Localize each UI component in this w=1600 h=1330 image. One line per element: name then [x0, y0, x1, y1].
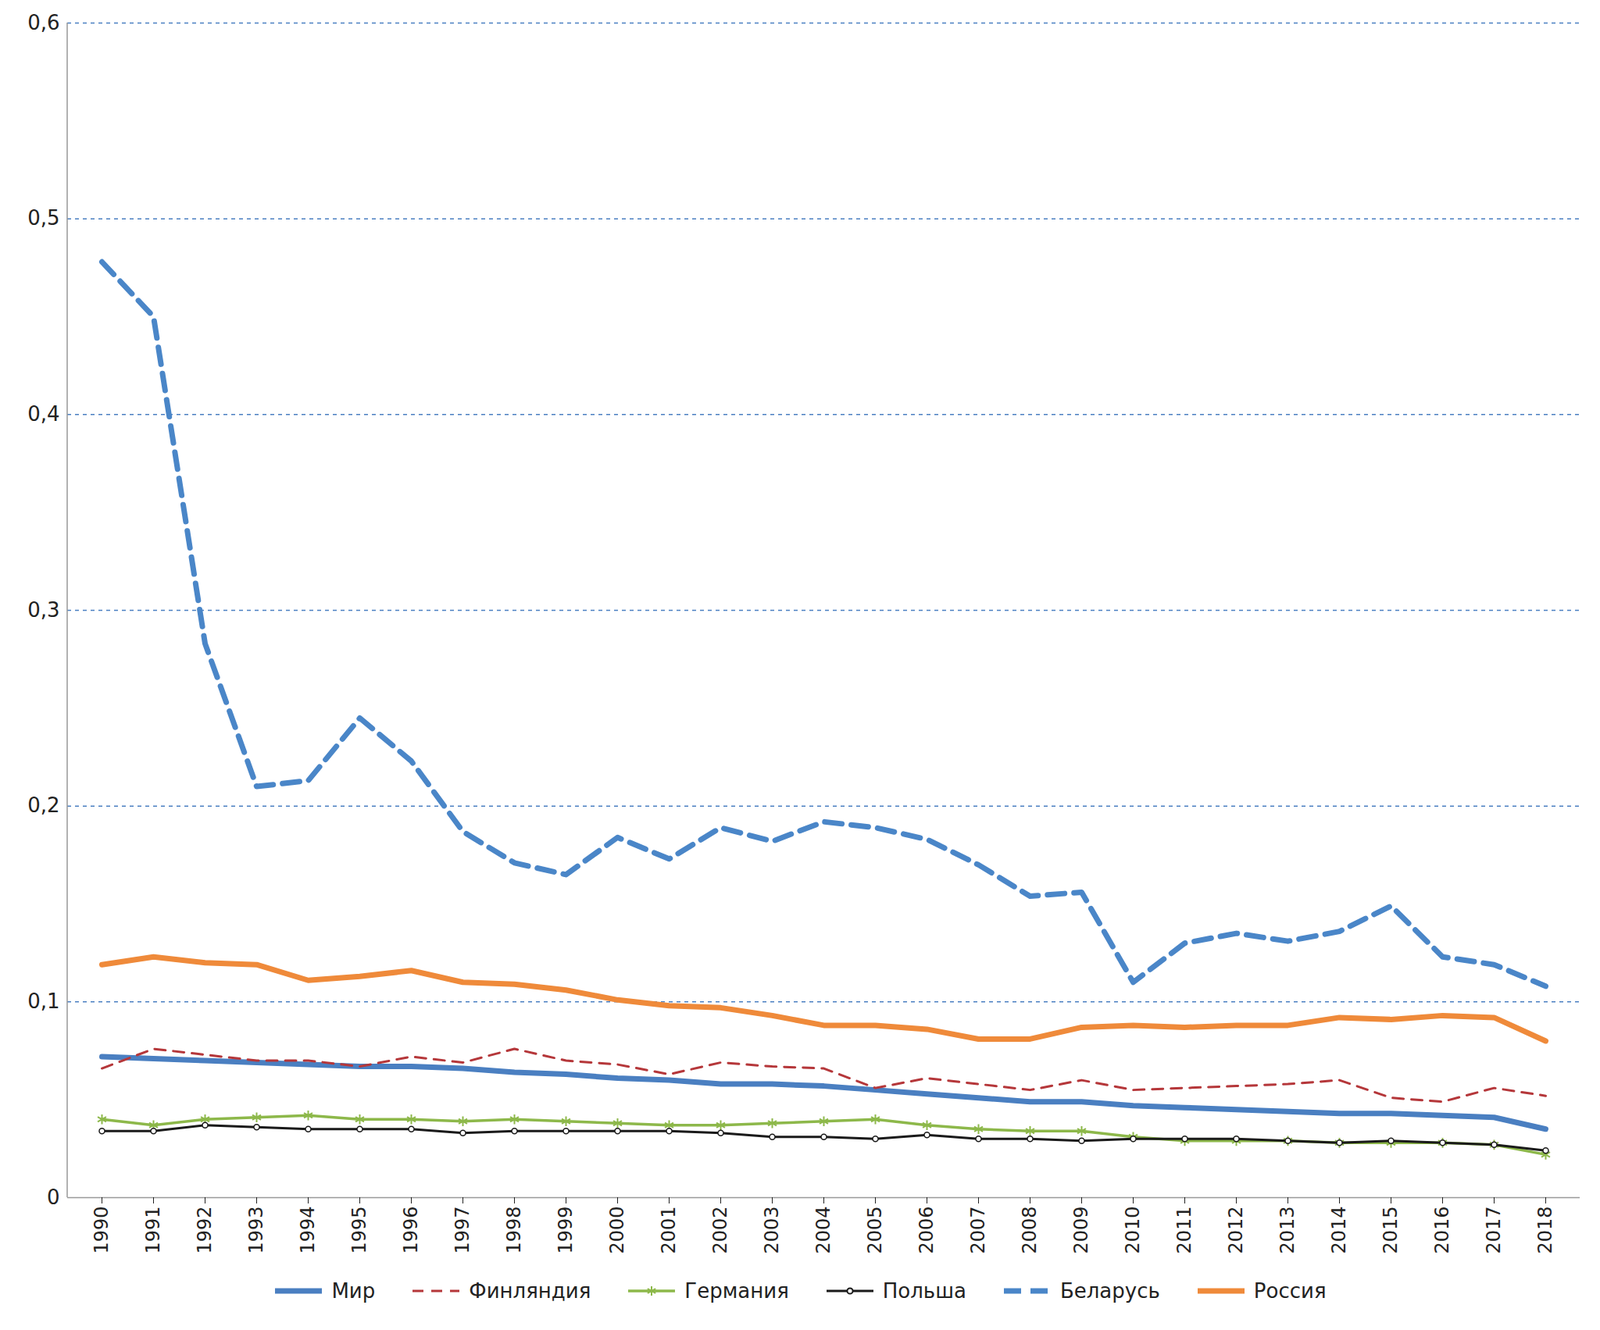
html-text:Россия: Россия: [1253, 1279, 1327, 1304]
svg-text:2002: 2002: [709, 1207, 732, 1255]
svg-text:1995: 1995: [348, 1207, 371, 1255]
svg-text:0,4: 0,4: [27, 402, 60, 426]
svg-text:2016: 2016: [1431, 1207, 1454, 1255]
html-text:Мир: Мир: [331, 1279, 376, 1304]
svg-text:2009: 2009: [1070, 1207, 1093, 1255]
svg-text:1992: 1992: [193, 1207, 216, 1255]
svg-text:1999: 1999: [554, 1207, 577, 1255]
svg-text:1998: 1998: [503, 1207, 525, 1255]
svg-text:2010: 2010: [1121, 1207, 1144, 1255]
svg-text:2017: 2017: [1482, 1207, 1505, 1255]
svg-text:2003: 2003: [760, 1207, 783, 1255]
svg-text:1991: 1991: [142, 1207, 165, 1255]
svg-text:1990: 1990: [90, 1207, 113, 1255]
svg-text:0,6: 0,6: [27, 10, 60, 35]
html-text:Германия: Германия: [684, 1279, 789, 1304]
html-text:Польша: Польша: [882, 1279, 967, 1304]
svg-text:1993: 1993: [245, 1207, 268, 1255]
svg-text:2007: 2007: [967, 1207, 990, 1255]
html-text:Беларусь: Беларусь: [1060, 1279, 1160, 1304]
svg-text:0,2: 0,2: [27, 793, 60, 818]
svg-text:0,5: 0,5: [27, 206, 60, 230]
svg-text:2011: 2011: [1173, 1207, 1196, 1255]
svg-text:0,3: 0,3: [27, 598, 60, 622]
svg-text:2013: 2013: [1276, 1207, 1299, 1255]
svg-text:0,1: 0,1: [27, 989, 60, 1014]
svg-text:2014: 2014: [1328, 1207, 1350, 1255]
svg-text:2008: 2008: [1018, 1207, 1041, 1255]
svg-text:2005: 2005: [864, 1207, 886, 1255]
svg-text:2006: 2006: [915, 1207, 938, 1255]
svg-text:1997: 1997: [451, 1207, 474, 1255]
svg-text:2000: 2000: [606, 1207, 629, 1255]
svg-text:2018: 2018: [1534, 1207, 1557, 1255]
html-text:Финляндия: Финляндия: [468, 1279, 591, 1304]
svg-text:2001: 2001: [657, 1207, 680, 1255]
svg-text:0: 0: [46, 1185, 61, 1210]
svg-text:2015: 2015: [1379, 1207, 1402, 1255]
svg-text:2012: 2012: [1225, 1207, 1247, 1255]
svg-text:1994: 1994: [296, 1207, 319, 1255]
svg-text:1996: 1996: [400, 1207, 422, 1255]
svg-text:2004: 2004: [812, 1207, 835, 1255]
